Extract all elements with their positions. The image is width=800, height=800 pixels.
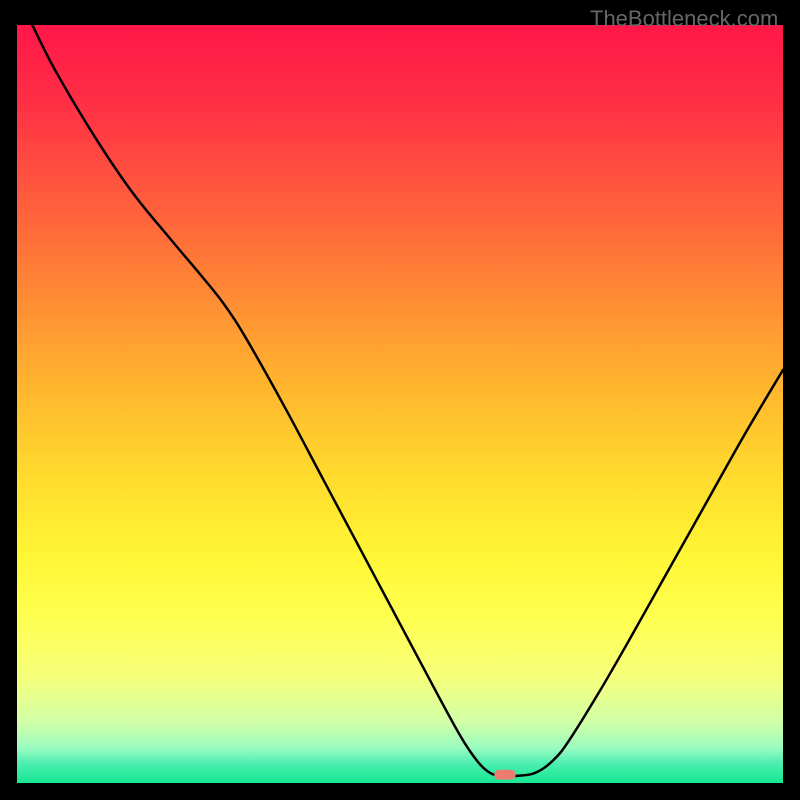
gradient-background — [17, 25, 783, 783]
bottleneck-curve-chart — [17, 25, 783, 783]
chart-container: { "watermark": { "text": "TheBottleneck.… — [0, 0, 800, 800]
watermark-text: TheBottleneck.com — [590, 6, 778, 32]
optimal-point-marker — [494, 770, 515, 780]
